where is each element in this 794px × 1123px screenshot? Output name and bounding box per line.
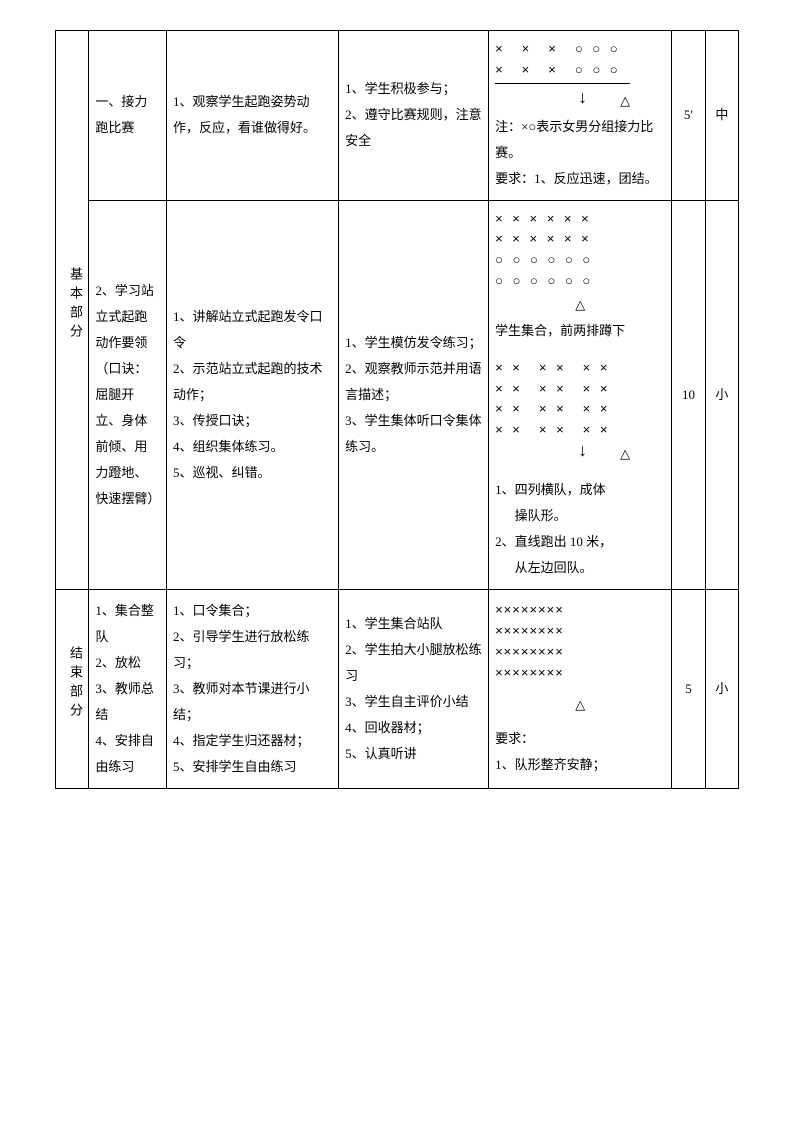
teacher-text: 5、巡视、纠错。 — [173, 460, 332, 486]
formation-note: 要求： — [495, 726, 665, 752]
time-cell: 5′ — [672, 31, 705, 201]
activity-text: 4、安排自由练习 — [95, 728, 160, 780]
formation-note: 注：×○表示女男分组接力比赛。 — [495, 114, 665, 166]
formation-row: × × × × × × — [495, 209, 665, 230]
formation-row: × × × ○ ○ ○ — [495, 39, 665, 60]
activity-cell: 一、接力跑比赛 — [89, 31, 167, 201]
section-basic-cell: 基本部分 — [56, 31, 89, 590]
student-text: 2、遵守比赛规则，注意安全 — [345, 102, 482, 154]
formation-cell: ×××××××× ×××××××× ×××××××× ×××××××× △ 要求… — [489, 589, 672, 788]
intensity-cell: 小 — [705, 589, 738, 788]
formation-row: ×××××××× — [495, 663, 665, 684]
intensity-cell: 中 — [705, 31, 738, 201]
formation-row: × × × ○ ○ ○ — [495, 60, 665, 81]
student-text: 2、学生拍大小腿放松练习 — [345, 637, 482, 689]
formation-note: 学生集合，前两排蹲下 — [495, 318, 665, 344]
arrow-down-icon: ↓ — [578, 88, 587, 114]
activity-text: 1、集合整队 — [95, 598, 160, 650]
formation-note: 1、队形整齐安静； — [495, 752, 665, 778]
formation-row: × × × × × × — [495, 420, 665, 441]
teacher-text: 1、讲解站立式起跑发令口令 — [173, 304, 332, 356]
student-text: 1、学生模仿发令练习； — [345, 330, 482, 356]
formation-row: × × × × × × — [495, 229, 665, 250]
time-cell: 10 — [672, 200, 705, 589]
teacher-text: 3、教师对本节课进行小结； — [173, 676, 332, 728]
student-text: 4、回收器材； — [345, 715, 482, 741]
formation-row: × × × × × × — [495, 399, 665, 420]
formation-row: ×××××××× — [495, 642, 665, 663]
table-row: 结束部分 1、集合整队 2、放松 3、教师总结 4、安排自由练习 1、口令集合；… — [56, 589, 739, 788]
student-cell: 1、学生积极参与； 2、遵守比赛规则，注意安全 — [339, 31, 489, 201]
section-label: 结束部分 — [62, 646, 88, 722]
section-end-cell: 结束部分 — [56, 589, 89, 788]
teacher-cell: 1、观察学生起跑姿势动作，反应，看谁做得好。 — [167, 31, 339, 201]
formation-note: 从左边回队。 — [495, 555, 665, 581]
teacher-text: 2、示范站立式起跑的技术动作； — [173, 356, 332, 408]
divider-line — [495, 83, 630, 84]
teacher-cell: 1、讲解站立式起跑发令口令 2、示范站立式起跑的技术动作； 3、传授口诀； 4、… — [167, 200, 339, 589]
formation-note: 要求：1、反应迅速，团结。 — [495, 166, 665, 192]
teacher-text: 1、口令集合； — [173, 598, 332, 624]
student-text: 2、观察教师示范并用语言描述； — [345, 356, 482, 408]
activity-text: 2、学习站立式起跑动作要领（口诀：屈腿开立、身体前倾、用力蹬地、快速摆臂） — [95, 283, 160, 506]
teacher-text: 4、组织集体练习。 — [173, 434, 332, 460]
intensity-cell: 小 — [705, 200, 738, 589]
teacher-text: 2、引导学生进行放松练习； — [173, 624, 332, 676]
triangle-icon: △ — [620, 88, 630, 114]
student-cell: 1、学生集合站队 2、学生拍大小腿放松练习 3、学生自主评价小结 4、回收器材；… — [339, 589, 489, 788]
time-cell: 5 — [672, 589, 705, 788]
formation-row: ×××××××× — [495, 600, 665, 621]
teacher-cell: 1、口令集合； 2、引导学生进行放松练习； 3、教师对本节课进行小结； 4、指定… — [167, 589, 339, 788]
formation-note: 2、直线跑出 10 米， — [495, 529, 665, 555]
student-text: 1、学生积极参与； — [345, 76, 482, 102]
student-text: 3、学生集体听口令集体练习。 — [345, 408, 482, 460]
triangle-icon: △ — [495, 292, 665, 318]
formation-note: 操队形。 — [495, 503, 665, 529]
activity-cell: 2、学习站立式起跑动作要领（口诀：屈腿开立、身体前倾、用力蹬地、快速摆臂） — [89, 200, 167, 589]
formation-note: 1、四列横队，成体 — [495, 477, 665, 503]
section-label: 基本部分 — [62, 267, 88, 343]
formation-row: ○ ○ ○ ○ ○ ○ — [495, 250, 665, 271]
formation-row: ×××××××× — [495, 621, 665, 642]
arrow-down-icon: ↓ — [578, 441, 587, 467]
student-cell: 1、学生模仿发令练习； 2、观察教师示范并用语言描述； 3、学生集体听口令集体练… — [339, 200, 489, 589]
teacher-text: 1、观察学生起跑姿势动作，反应，看谁做得好。 — [173, 94, 316, 135]
formation-cell: × × × × × × × × × × × × ○ ○ ○ ○ ○ ○ ○ ○ … — [489, 200, 672, 589]
teacher-text: 3、传授口诀； — [173, 408, 332, 434]
student-text: 3、学生自主评价小结 — [345, 689, 482, 715]
lesson-plan-table: 基本部分 一、接力跑比赛 1、观察学生起跑姿势动作，反应，看谁做得好。 1、学生… — [55, 30, 739, 789]
activity-text: 一、接力跑比赛 — [95, 94, 147, 135]
formation-row: × × × × × × — [495, 358, 665, 379]
teacher-text: 5、安排学生自由练习 — [173, 754, 332, 780]
student-text: 1、学生集合站队 — [345, 611, 482, 637]
activity-cell: 1、集合整队 2、放松 3、教师总结 4、安排自由练习 — [89, 589, 167, 788]
activity-text: 2、放松 — [95, 650, 160, 676]
table-row: 2、学习站立式起跑动作要领（口诀：屈腿开立、身体前倾、用力蹬地、快速摆臂） 1、… — [56, 200, 739, 589]
student-text: 5、认真听讲 — [345, 741, 482, 767]
formation-cell: × × × ○ ○ ○ × × × ○ ○ ○ ↓ △ 注：×○表示女男分组接力… — [489, 31, 672, 201]
activity-text: 3、教师总结 — [95, 676, 160, 728]
teacher-text: 4、指定学生归还器材； — [173, 728, 332, 754]
triangle-icon: △ — [495, 692, 665, 718]
table-row: 基本部分 一、接力跑比赛 1、观察学生起跑姿势动作，反应，看谁做得好。 1、学生… — [56, 31, 739, 201]
triangle-icon: △ — [620, 441, 630, 467]
formation-row: × × × × × × — [495, 379, 665, 400]
formation-row: ○ ○ ○ ○ ○ ○ — [495, 271, 665, 292]
